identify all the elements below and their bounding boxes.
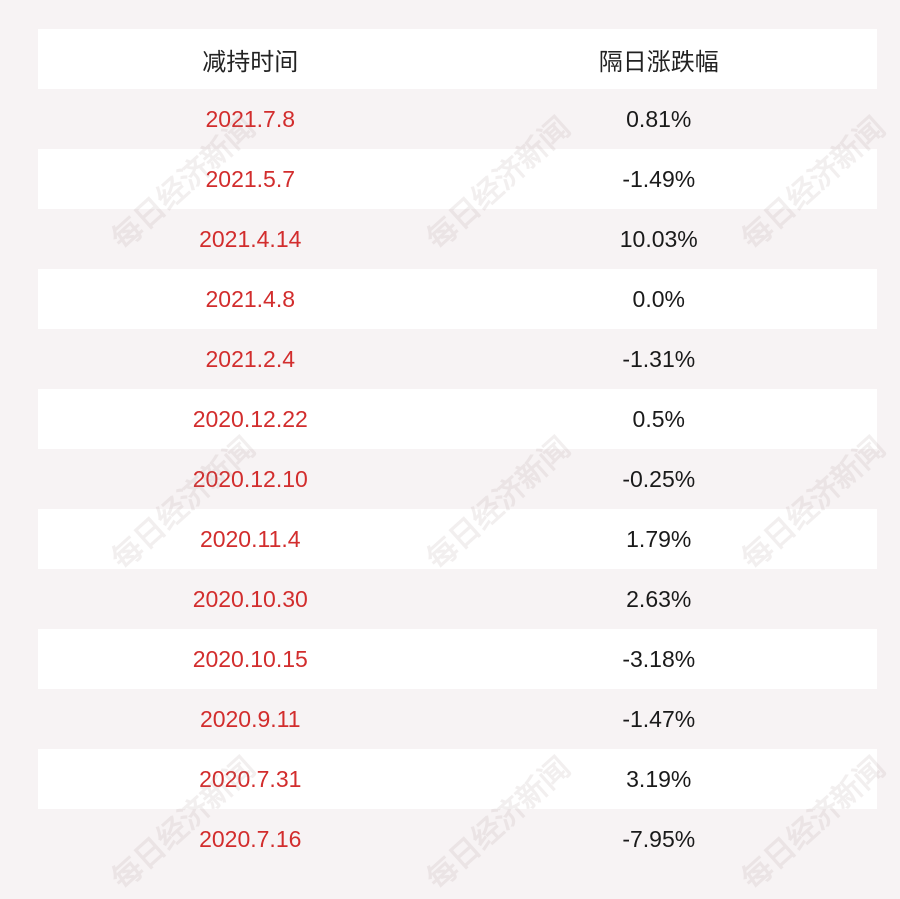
row-change: 3.19%: [626, 765, 692, 792]
row-date: 2021.4.14: [199, 225, 302, 252]
row-change: 2.63%: [626, 585, 692, 612]
table-body: 2021.7.8 0.81% 2021.5.7 -1.49% 2021.4.14 10.0…: [38, 89, 877, 869]
row-change: -1.31%: [622, 345, 696, 372]
table-row: 2020.10.30 2.63%: [38, 569, 877, 629]
row-change: 0.5%: [632, 405, 685, 432]
row-date: 2020.7.16: [199, 825, 302, 852]
data-table: 减持时间 隔日涨跌幅 2021.7.8 0.81% 2021.5.7 -1.49% 20…: [38, 29, 877, 869]
table-row: 2020.11.4 1.79%: [38, 509, 877, 569]
table-header-row: 减持时间 隔日涨跌幅: [38, 29, 877, 89]
row-change: 0.81%: [626, 105, 692, 132]
row-date: 2020.12.22: [192, 405, 308, 432]
table-row: 2020.10.15 -3.18%: [38, 629, 877, 689]
row-date: 2020.12.10: [192, 465, 308, 492]
header-change: 隔日涨跌幅: [598, 48, 719, 76]
row-date: 2020.10.15: [192, 645, 308, 672]
table-row: 2020.12.10 -0.25%: [38, 449, 877, 509]
row-date: 2020.7.31: [199, 765, 302, 792]
table-row: 2021.7.8 0.81%: [38, 89, 877, 149]
row-change: -0.25%: [622, 465, 696, 492]
row-date: 2021.5.7: [205, 165, 296, 192]
table-row: 2020.7.16 -7.95%: [38, 809, 877, 869]
row-date: 2020.10.30: [192, 585, 308, 612]
row-date: 2020.11.4: [199, 525, 301, 552]
header-date: 减持时间: [202, 48, 299, 76]
row-change: 0.0%: [632, 285, 685, 312]
row-date: 2020.9.11: [199, 705, 301, 732]
row-change: -7.95%: [622, 825, 696, 852]
table-row: 2021.4.14 10.03%: [38, 209, 877, 269]
table-row: 2021.2.4 -1.31%: [38, 329, 877, 389]
table-row: 2020.7.31 3.19%: [38, 749, 877, 809]
row-change: -1.47%: [622, 705, 696, 732]
row-date: 2021.4.8: [205, 285, 296, 312]
row-change: 10.03%: [619, 225, 698, 252]
table-row: 2020.12.22 0.5%: [38, 389, 877, 449]
row-date: 2021.2.4: [205, 345, 296, 372]
row-change: -3.18%: [622, 645, 696, 672]
row-change: 1.79%: [626, 525, 692, 552]
row-change: -1.49%: [622, 165, 696, 192]
table-row: 2021.5.7 -1.49%: [38, 149, 877, 209]
table-row: 2021.4.8 0.0%: [38, 269, 877, 329]
row-date: 2021.7.8: [205, 105, 296, 132]
table-row: 2020.9.11 -1.47%: [38, 689, 877, 749]
